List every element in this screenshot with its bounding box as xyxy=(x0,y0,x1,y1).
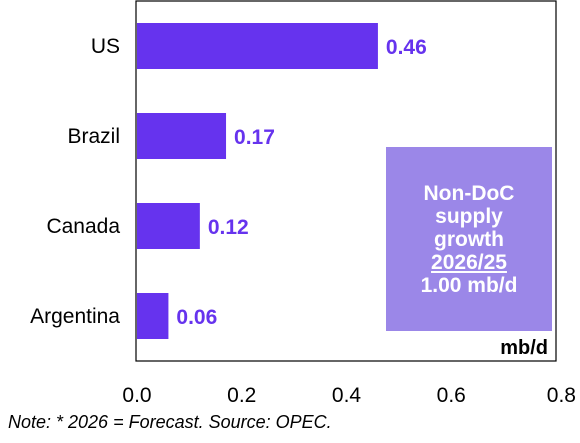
plot-area-frame xyxy=(135,0,557,362)
data-label-brazil: 0.17 xyxy=(234,126,275,149)
bar-us xyxy=(137,23,378,69)
callout-line-1: Non-DoC xyxy=(423,181,515,205)
data-label-canada: 0.12 xyxy=(208,216,249,239)
callout-line-4: 2026/25 xyxy=(431,250,507,274)
x-tick-label: 0.0 xyxy=(122,384,151,407)
bars-layer: US 0.46 Brazil 0.17 Canada 0.12 Argentina 0.06 xyxy=(30,23,427,339)
category-label-us: US xyxy=(91,35,120,58)
callout-line-3: growth xyxy=(434,227,504,251)
unit-label: mb/d xyxy=(500,337,548,359)
category-label-argentina: Argentina xyxy=(30,305,120,328)
x-tick-label: 0.6 xyxy=(437,384,466,407)
category-label-brazil: Brazil xyxy=(67,125,120,148)
bar-brazil xyxy=(137,113,227,159)
source-note: Note: * 2026 = Forecast. Source: OPEC. xyxy=(8,412,332,432)
callout-line-2: supply xyxy=(435,204,503,228)
data-label-argentina: 0.06 xyxy=(176,306,217,329)
x-tick-label: 0.8 xyxy=(547,384,576,407)
x-tick-label: 0.4 xyxy=(332,384,362,407)
data-label-us: 0.46 xyxy=(386,36,427,59)
callout-line-5: 1.00 mb/d xyxy=(420,273,518,297)
bar-argentina xyxy=(137,293,169,339)
x-tick-label: 0.2 xyxy=(227,384,256,407)
category-label-canada: Canada xyxy=(46,215,120,238)
callout-box: Non-DoC supply growth 2026/25 1.00 mb/d xyxy=(386,147,552,331)
bar-canada xyxy=(137,203,200,249)
x-axis: 0.0 0.2 0.4 0.6 0.8 xyxy=(122,384,576,407)
